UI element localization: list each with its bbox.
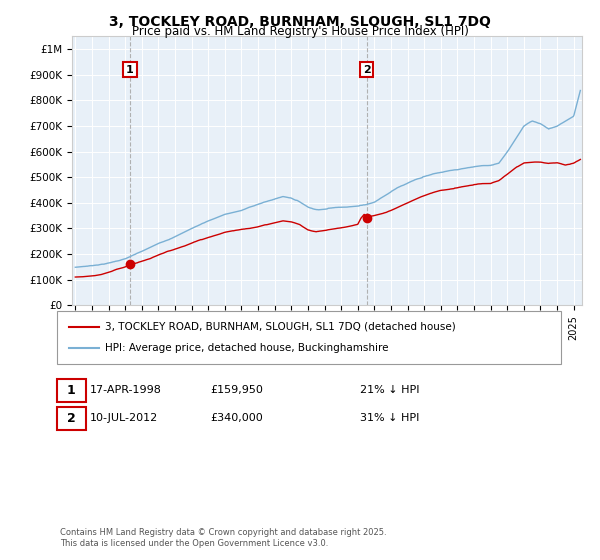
Text: 2: 2 xyxy=(67,412,76,425)
Text: 10-JUL-2012: 10-JUL-2012 xyxy=(90,413,158,423)
Text: HPI: Average price, detached house, Buckinghamshire: HPI: Average price, detached house, Buck… xyxy=(105,343,389,353)
Text: Price paid vs. HM Land Registry's House Price Index (HPI): Price paid vs. HM Land Registry's House … xyxy=(131,25,469,38)
Text: £340,000: £340,000 xyxy=(210,413,263,423)
Text: 31% ↓ HPI: 31% ↓ HPI xyxy=(360,413,419,423)
Text: 3, TOCKLEY ROAD, BURNHAM, SLOUGH, SL1 7DQ (detached house): 3, TOCKLEY ROAD, BURNHAM, SLOUGH, SL1 7D… xyxy=(105,322,456,332)
Text: 3, TOCKLEY ROAD, BURNHAM, SLOUGH, SL1 7DQ: 3, TOCKLEY ROAD, BURNHAM, SLOUGH, SL1 7D… xyxy=(109,15,491,29)
Text: Contains HM Land Registry data © Crown copyright and database right 2025.
This d: Contains HM Land Registry data © Crown c… xyxy=(60,528,386,548)
Text: 2: 2 xyxy=(362,65,370,74)
Text: 21% ↓ HPI: 21% ↓ HPI xyxy=(360,385,419,395)
Text: 17-APR-1998: 17-APR-1998 xyxy=(90,385,162,395)
Text: 1: 1 xyxy=(67,384,76,397)
Text: £159,950: £159,950 xyxy=(210,385,263,395)
Text: 1: 1 xyxy=(126,65,134,74)
